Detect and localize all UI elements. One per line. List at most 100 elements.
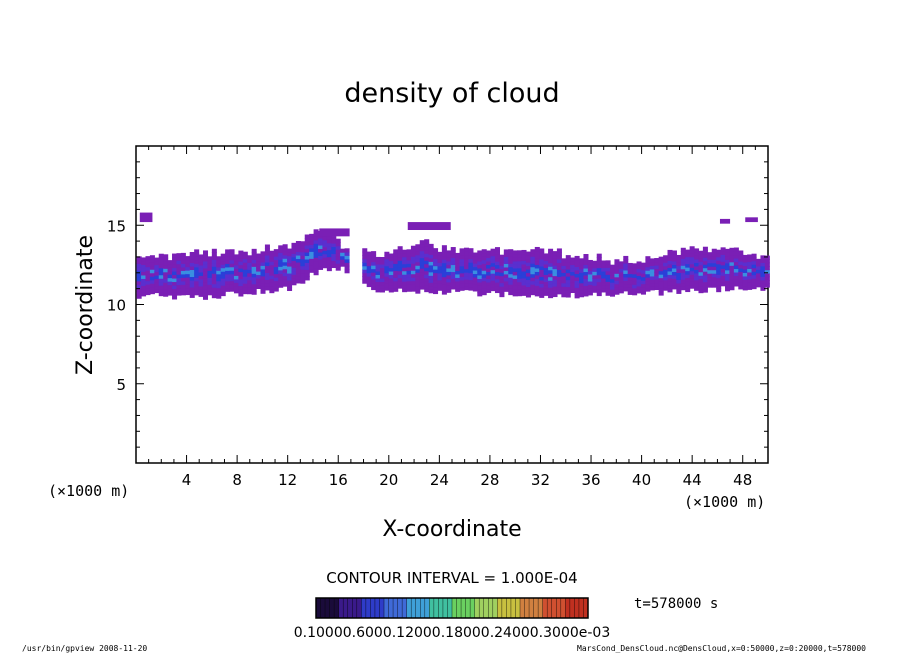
cloud-cell bbox=[189, 255, 195, 260]
cloud-cell bbox=[185, 266, 191, 271]
cloud-cell bbox=[676, 275, 682, 280]
cloud-cell bbox=[534, 253, 540, 259]
cloud-cell bbox=[596, 260, 602, 265]
colorbar-cell bbox=[529, 598, 534, 618]
cloud-cell bbox=[291, 263, 297, 268]
cloud-cell bbox=[264, 279, 270, 284]
cloud-cell bbox=[362, 276, 368, 281]
cloud-cell bbox=[198, 285, 204, 290]
cloud-cell bbox=[163, 289, 169, 294]
cloud-cell bbox=[654, 271, 660, 277]
cloud-cell bbox=[689, 253, 695, 258]
cloud-cell bbox=[459, 276, 465, 281]
cloud-cell bbox=[251, 255, 257, 260]
cloud-cell bbox=[755, 269, 762, 274]
cloud-cell bbox=[601, 263, 607, 269]
cloud-cell bbox=[433, 258, 439, 263]
colorbar-cell bbox=[470, 598, 475, 618]
cloud-cell bbox=[371, 282, 377, 287]
cloud-cell bbox=[410, 287, 416, 292]
cloud-cell bbox=[680, 251, 686, 256]
cloud-cell bbox=[486, 281, 492, 286]
cloud-cell bbox=[711, 283, 717, 288]
cloud-cell bbox=[481, 263, 487, 268]
cloud-cell bbox=[676, 261, 682, 267]
cloud-cell bbox=[393, 263, 399, 268]
cloud-cell bbox=[525, 275, 531, 281]
cloud-cell bbox=[464, 282, 470, 287]
cloud-cell bbox=[716, 284, 722, 289]
cloud-cell bbox=[481, 259, 487, 264]
cloud-cell bbox=[556, 269, 562, 274]
cloud-cell bbox=[189, 290, 195, 295]
cloud-cell bbox=[764, 283, 770, 288]
cloud-cell bbox=[565, 255, 571, 260]
cloud-cell bbox=[309, 254, 315, 259]
cloud-cell bbox=[198, 289, 204, 294]
cloud-cell bbox=[269, 275, 275, 280]
cloud-cell bbox=[167, 263, 173, 268]
cloud-cell bbox=[282, 275, 288, 280]
cloud-cell bbox=[211, 276, 217, 281]
cloud-cell bbox=[477, 250, 483, 255]
cloud-cell bbox=[172, 270, 178, 276]
cloud-cell bbox=[176, 256, 182, 261]
cloud-cell bbox=[278, 269, 284, 274]
cloud-cell bbox=[570, 257, 576, 262]
cloud-cell bbox=[233, 289, 239, 294]
cloud-cell bbox=[145, 273, 151, 278]
cloud-cell bbox=[326, 260, 332, 265]
cloud-cell bbox=[565, 276, 571, 281]
cloud-cell bbox=[322, 243, 328, 248]
colorbar-cell bbox=[433, 598, 439, 618]
cloud-cell bbox=[172, 260, 178, 265]
cloud-cell bbox=[521, 267, 527, 272]
cloud-cell bbox=[556, 258, 562, 263]
cloud-cell bbox=[601, 281, 607, 286]
cloud-cell bbox=[172, 264, 178, 269]
colorbar-cell bbox=[329, 598, 335, 618]
cloud-cell bbox=[180, 259, 186, 264]
cloud-cell bbox=[393, 266, 399, 271]
cloud-cell bbox=[291, 253, 297, 258]
cloud-cell bbox=[583, 271, 589, 276]
cloud-cell bbox=[764, 280, 770, 285]
cloud-cell bbox=[539, 251, 545, 257]
cloud-cell bbox=[596, 281, 602, 286]
cloud-cell bbox=[229, 266, 235, 271]
cloud-cell bbox=[548, 248, 554, 253]
colorbar-cell bbox=[384, 598, 389, 618]
cloud-cell bbox=[428, 261, 434, 266]
cloud-cell bbox=[194, 280, 200, 285]
cloud-cell bbox=[300, 276, 306, 281]
cloud-cell bbox=[331, 253, 337, 258]
cloud-cell bbox=[614, 269, 620, 274]
cloud-cell bbox=[503, 270, 509, 275]
cloud-cell bbox=[371, 265, 377, 270]
cloud-cell bbox=[472, 276, 478, 282]
cloud-cell bbox=[446, 271, 452, 276]
cloud-cell bbox=[583, 278, 589, 283]
cloud-cell bbox=[158, 271, 164, 276]
cloud-cell bbox=[291, 267, 297, 272]
cloud-cell bbox=[211, 283, 217, 288]
cloud-cell bbox=[371, 254, 377, 259]
cloud-cell bbox=[322, 257, 328, 262]
cloud-cell bbox=[764, 266, 770, 271]
cloud-cell bbox=[145, 280, 151, 285]
cloud-cell bbox=[716, 277, 722, 282]
cloud-cell bbox=[393, 277, 399, 282]
cloud-cell bbox=[326, 242, 332, 247]
cloud-cell bbox=[136, 284, 142, 289]
cloud-cell bbox=[512, 278, 518, 283]
cloud-cell bbox=[185, 263, 191, 268]
cloud-cell bbox=[512, 264, 518, 269]
cloud-cell bbox=[494, 264, 500, 269]
cloud-cell bbox=[340, 255, 346, 260]
cloud-cell bbox=[397, 246, 403, 251]
cloud-cell bbox=[499, 268, 505, 273]
cloud-cell bbox=[194, 266, 200, 271]
cloud-cell bbox=[318, 248, 324, 253]
cloud-cell bbox=[565, 269, 571, 274]
cloud-cell bbox=[220, 267, 226, 272]
